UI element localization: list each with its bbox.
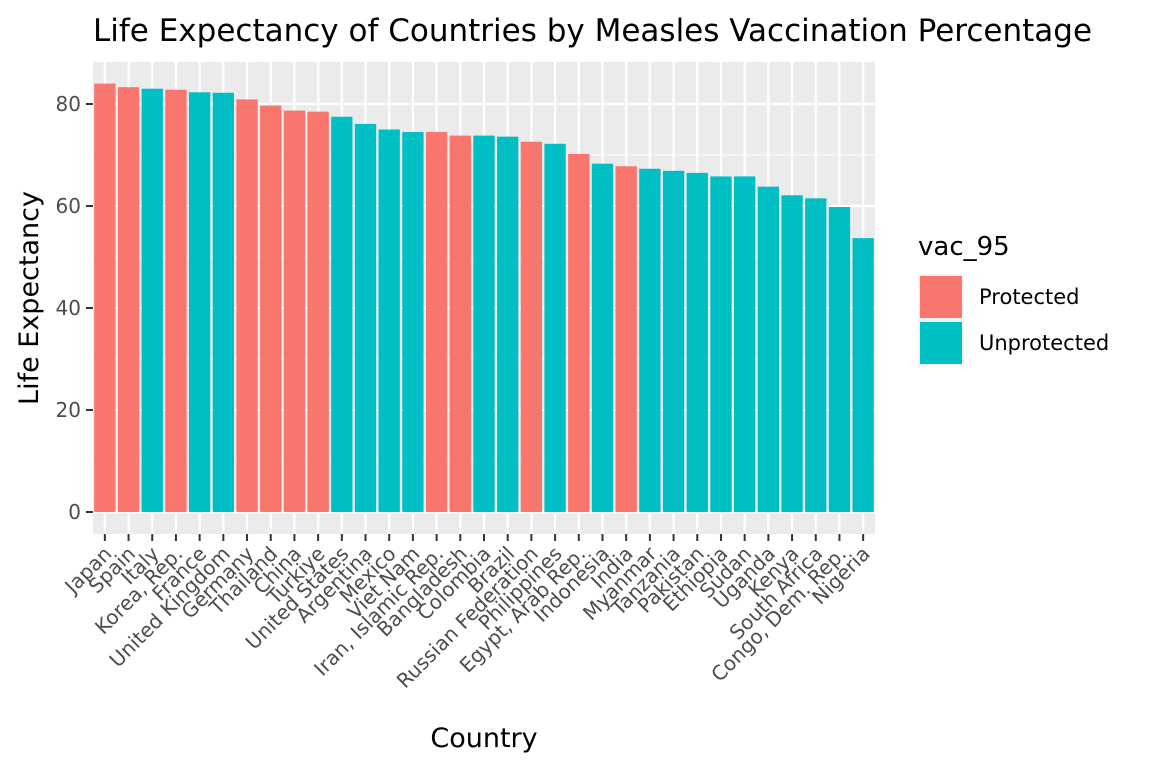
legend-label-unprotected: Unprotected bbox=[979, 331, 1109, 355]
y-axis: 0 20 40 60 80 bbox=[56, 92, 93, 524]
bar-india bbox=[615, 166, 637, 512]
bar-indonesia bbox=[591, 163, 614, 513]
bar-nigeria bbox=[852, 238, 874, 512]
bar-argentina bbox=[354, 123, 377, 512]
y-tick-label: 60 bbox=[56, 194, 81, 218]
bar-mexico bbox=[378, 129, 400, 512]
bar-kenya bbox=[781, 195, 803, 513]
bar-thailand bbox=[260, 105, 282, 512]
bar-germany bbox=[236, 99, 258, 512]
chart-title: Life Expectancy of Countries by Measles … bbox=[93, 13, 1092, 49]
bar-korea-rep bbox=[165, 89, 187, 512]
bar-colombia bbox=[473, 135, 495, 512]
bar-myanmar bbox=[639, 168, 661, 512]
bar-france bbox=[188, 92, 211, 513]
bar-bangladesh bbox=[449, 135, 471, 512]
legend-swatch-unprotected bbox=[920, 322, 962, 364]
bar-japan bbox=[94, 83, 116, 512]
y-axis-title: Life Expectancy bbox=[14, 191, 45, 405]
legend-label-protected: Protected bbox=[979, 285, 1080, 309]
bar-congo-dem-rep bbox=[828, 207, 851, 512]
bar-united-kingdom bbox=[212, 92, 234, 512]
bar-sudan bbox=[734, 176, 756, 513]
x-axis-title: Country bbox=[430, 723, 537, 754]
bar-uganda bbox=[757, 186, 780, 512]
bar-south-africa bbox=[805, 198, 827, 512]
bar-brazil bbox=[497, 136, 519, 512]
bar-iran-islamic-rep bbox=[425, 132, 448, 513]
legend-title: vac_95 bbox=[918, 232, 1010, 262]
bar-italy bbox=[141, 88, 163, 512]
bar-china bbox=[283, 110, 306, 512]
y-tick-label: 80 bbox=[56, 92, 81, 116]
y-tick-label: 20 bbox=[56, 398, 81, 422]
legend: vac_95 Protected Unprotected bbox=[918, 232, 1109, 366]
bars bbox=[94, 83, 874, 513]
bar-united-states bbox=[331, 116, 353, 512]
bar-pakistan bbox=[686, 172, 708, 512]
bar-spain bbox=[117, 87, 140, 513]
bar-russian-federation bbox=[520, 141, 543, 513]
bar-turkiye bbox=[307, 111, 329, 513]
bar-ethiopia bbox=[710, 176, 732, 513]
y-tick-label: 0 bbox=[68, 500, 81, 524]
legend-swatch-protected bbox=[920, 276, 962, 318]
bar-philippines bbox=[544, 143, 566, 512]
bar-viet-nam bbox=[402, 132, 424, 513]
y-tick-label: 40 bbox=[56, 296, 81, 320]
bar-tanzania bbox=[662, 170, 685, 512]
bar-egypt-arab-rep bbox=[568, 153, 590, 513]
